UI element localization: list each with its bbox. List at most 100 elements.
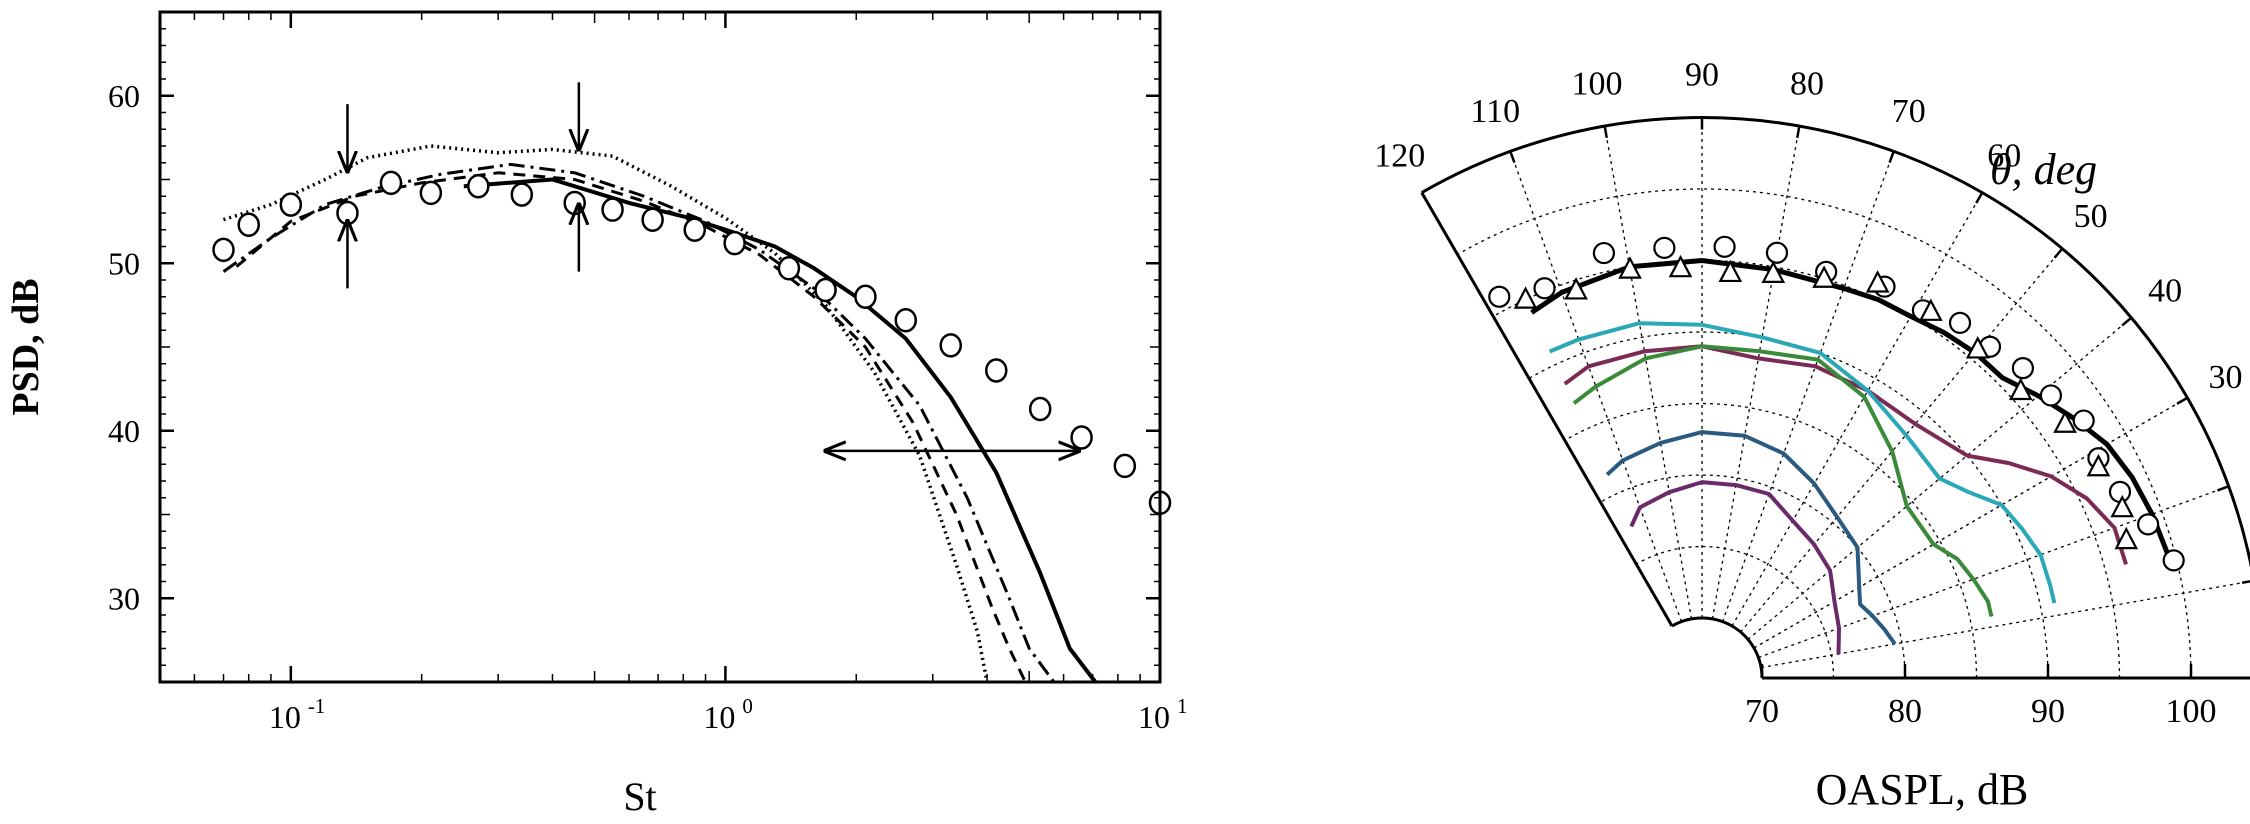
polar-theta-axis: 0102030405060708090100110120 bbox=[1374, 57, 2250, 584]
polar-theta-tick-label: 120 bbox=[1374, 137, 1425, 174]
psd-marker-group bbox=[212, 170, 1172, 516]
psd-data-point bbox=[563, 190, 586, 216]
psd-data-point bbox=[777, 256, 801, 281]
polar-theta-tick bbox=[2216, 485, 2230, 492]
polar-series-group bbox=[1530, 258, 2170, 654]
polar-theta-tick-label: 70 bbox=[1892, 93, 1926, 130]
polar-arc-gridline bbox=[1492, 259, 2121, 679]
polar-triangle-point bbox=[2008, 377, 2033, 401]
polar-theta-tick-label: 110 bbox=[1470, 93, 1520, 130]
polar-triangle-point bbox=[2114, 526, 2139, 550]
psd-data-point bbox=[601, 197, 624, 222]
psd-data-point bbox=[336, 200, 359, 226]
polar-theta-tick bbox=[2241, 580, 2250, 584]
psd-data-point bbox=[1070, 425, 1093, 450]
polar-circle-point bbox=[1948, 311, 1972, 334]
polar-series-line-1 bbox=[1530, 258, 2170, 555]
polar-circle-point bbox=[2039, 384, 2063, 407]
y-tick-label: 50 bbox=[108, 245, 140, 281]
polar-triangle-point bbox=[1865, 270, 1890, 293]
polar-theta-tick bbox=[1420, 191, 1429, 204]
polar-r-tick-label: 90 bbox=[2031, 693, 2065, 730]
polar-series-line-2 bbox=[1563, 344, 2128, 566]
polar-theta-tick-label: 50 bbox=[2074, 198, 2108, 235]
polar-triangle-point bbox=[1761, 260, 1786, 283]
y-tick-label: 60 bbox=[108, 78, 140, 114]
polar-circle-point bbox=[1533, 277, 1556, 300]
polar-r-tick-label: 100 bbox=[2166, 693, 2217, 730]
polar-series-line-4 bbox=[1572, 344, 1994, 617]
x-tick-exponent: 0 bbox=[742, 694, 753, 718]
psd-data-point bbox=[467, 173, 490, 199]
psd-data-point bbox=[683, 217, 706, 242]
polar-theta-tick-label: 100 bbox=[1572, 66, 1623, 103]
psd-data-point bbox=[985, 358, 1008, 383]
x-tick-exponent: -1 bbox=[308, 694, 326, 718]
polar-theta-axis-label: θ, deg bbox=[1990, 145, 2097, 194]
polar-arc-gridline bbox=[1457, 188, 2192, 679]
psd-x-axis: 10 -1 10 0 10 1 bbox=[193, 12, 1188, 735]
psd-data-point bbox=[894, 307, 918, 333]
x-tick-label: 10 bbox=[269, 699, 301, 735]
polar-arc-gridline bbox=[1635, 545, 1835, 679]
polar-theta-tick-label: 60 bbox=[1987, 137, 2021, 174]
polar-triangle-point bbox=[1965, 336, 1990, 359]
polar-triangle-point bbox=[1718, 259, 1743, 283]
polar-120-edge bbox=[1420, 191, 1674, 627]
polar-theta-tick-label: 80 bbox=[1790, 66, 1824, 103]
psd-data-point bbox=[510, 182, 534, 207]
polar-circle-point bbox=[2011, 357, 2034, 380]
polar-theta-tick-label: 40 bbox=[2148, 272, 2182, 309]
psd-series-line-dotted bbox=[222, 144, 989, 683]
y-tick-label: 40 bbox=[108, 413, 140, 449]
polar-circle-point bbox=[2108, 480, 2132, 504]
psd-series-line-dashed bbox=[235, 171, 1027, 683]
psd-data-point bbox=[1028, 396, 1052, 422]
psd-data-point bbox=[854, 284, 877, 309]
polar-radial-gridline bbox=[1753, 397, 2188, 649]
psd-data-point bbox=[641, 207, 664, 232]
polar-theta-tick bbox=[1603, 125, 1608, 139]
polar-radial-gridline bbox=[1740, 248, 2063, 633]
psd-data-point bbox=[939, 333, 963, 358]
polar-r-axis: 70 80 90 100 bbox=[1745, 664, 2217, 730]
polar-arc-gridline bbox=[1528, 331, 2049, 679]
polar-grid bbox=[1457, 117, 2250, 679]
polar-circle-point bbox=[1592, 241, 1616, 265]
psd-data-point bbox=[814, 277, 837, 303]
polar-circle-point bbox=[2072, 409, 2095, 432]
polar-series-line-3 bbox=[1548, 321, 2057, 604]
polar-theta-tick bbox=[1509, 150, 1516, 164]
polar-circle-point bbox=[1765, 241, 1789, 264]
polar-frame bbox=[1420, 116, 2250, 680]
psd-data-point bbox=[723, 230, 746, 256]
polar-triangle-point bbox=[1918, 298, 1943, 321]
polar-outer-arc bbox=[1421, 116, 2250, 569]
x-tick-exponent: 1 bbox=[1177, 694, 1188, 718]
polar-marker-group bbox=[1488, 235, 2185, 572]
polar-theta-tick bbox=[2053, 247, 2064, 259]
polar-r-tick-label: 70 bbox=[1745, 693, 1779, 730]
psd-annotation-group bbox=[347, 82, 1078, 451]
polar-inner-arc bbox=[1671, 616, 1764, 679]
polar-theta-tick bbox=[2121, 316, 2133, 327]
polar-circle-point bbox=[1488, 285, 1511, 308]
polar-triangle-point bbox=[1618, 256, 1642, 279]
polar-theta-tick bbox=[1796, 125, 1801, 139]
polar-circle-point bbox=[1713, 235, 1736, 258]
psd-data-point bbox=[419, 180, 443, 206]
polar-r-tick-label: 80 bbox=[1888, 693, 1922, 730]
polar-triangle-point bbox=[2053, 410, 2077, 433]
polar-circle-point bbox=[2162, 549, 2185, 572]
polar-theta-tick-label: 30 bbox=[2209, 359, 2243, 396]
psd-chart: 30 40 50 60 10 -1 10 0 10 1 St PSD, dB bbox=[5, 10, 1188, 819]
polar-triangle-point bbox=[1812, 265, 1836, 288]
polar-theta-tick bbox=[1975, 191, 1984, 204]
x-tick-label: 10 bbox=[1138, 699, 1170, 735]
x-tick-label: 10 bbox=[703, 699, 735, 735]
polar-series-line-5 bbox=[1605, 430, 1897, 646]
psd-series-line-solid bbox=[463, 177, 1097, 684]
polar-triangle-point bbox=[1564, 277, 1588, 300]
